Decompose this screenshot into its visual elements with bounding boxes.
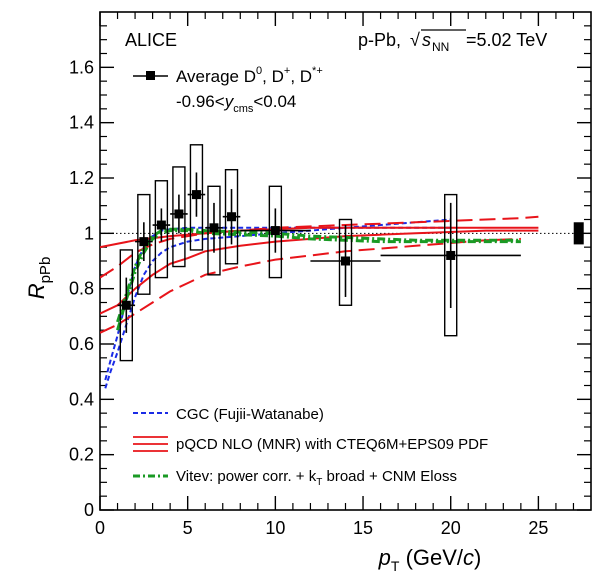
y-tick-label: 1.2 (69, 168, 94, 188)
y-tick-label: 1.4 (69, 113, 94, 133)
model-curve-2-1 (116, 227, 521, 323)
data-point-9 (446, 250, 456, 260)
data-point-8 (341, 256, 350, 266)
model-curve-1-2 (100, 226, 539, 249)
x-tick-label: 0 (95, 518, 105, 538)
syst-box-2 (154, 180, 169, 279)
syst-box-9 (444, 193, 458, 337)
normalization-uncertainty-box (573, 222, 584, 245)
svg-text:Average D0, D+, D*+: Average D0, D+, D*+ (176, 65, 323, 86)
y-tick-label: 0.6 (69, 334, 94, 354)
x-tick-label: 5 (183, 518, 193, 538)
axis-ticks (99, 12, 591, 511)
data-point-6 (227, 212, 237, 222)
x-axis-label: pT (GeV/c) (378, 545, 482, 574)
y-tick-label: 1.6 (69, 57, 94, 77)
svg-text:Vitev: power corr. + kT broad: Vitev: power corr. + kT broad + CNM Elos… (176, 468, 457, 488)
data-point-1 (139, 237, 149, 247)
syst-box-3 (172, 166, 186, 268)
svg-text:NN: NN (432, 40, 449, 54)
data-point-7 (270, 226, 280, 236)
y-tick-label: 0.4 (69, 389, 94, 409)
data-point-4 (191, 190, 201, 200)
svg-text:=5.02 TeV: =5.02 TeV (466, 30, 547, 50)
data-legend: Average D0, D+, D*+ -0.96<ycms<0.04 (133, 65, 323, 115)
y-tick-label: 1 (84, 223, 94, 243)
svg-text:√: √ (410, 30, 420, 50)
y-tick-label: 0.2 (69, 445, 94, 465)
x-tick-label: 10 (265, 518, 285, 538)
syst-box-7 (268, 185, 283, 279)
y-axis-label: RpPb (24, 257, 54, 300)
collision-system-label: p-Pb, √ s NN =5.02 TeV (358, 29, 547, 54)
svg-text:-0.96<ycms<0.04: -0.96<ycms<0.04 (176, 92, 296, 115)
legend-entry-pqcd: pQCD NLO (MNR) with CTEQ6M+EPS09 PDF (133, 436, 488, 453)
svg-text:p-Pb,: p-Pb, (358, 30, 401, 50)
svg-text:s: s (422, 30, 431, 50)
legend-entry-cgc: CGC (Fujii-Watanabe) (133, 406, 324, 423)
legend-entry-vitev: Vitev: power corr. + kT broad + CNM Elos… (133, 468, 457, 488)
systematic-boxes (119, 144, 458, 362)
model-curve-1-0 (100, 237, 521, 334)
syst-box-5 (207, 185, 221, 276)
data-point-3 (174, 209, 184, 219)
svg-text:pQCD NLO (MNR) with CTEQ6M+EPS: pQCD NLO (MNR) with CTEQ6M+EPS09 PDF (176, 436, 488, 453)
model-legend: CGC (Fujii-Watanabe) pQCD NLO (MNR) with… (133, 406, 488, 488)
x-tick-label: 15 (353, 518, 373, 538)
data-point-0 (121, 300, 131, 310)
syst-box-8 (338, 218, 353, 306)
y-tick-label: 0 (84, 500, 94, 520)
syst-box-4 (189, 144, 204, 251)
model-curve-0-0 (104, 218, 451, 389)
svg-text:CGC (Fujii-Watanabe): CGC (Fujii-Watanabe) (176, 406, 324, 423)
syst-box-1 (137, 193, 151, 295)
data-points (117, 172, 521, 333)
data-point-5 (209, 223, 219, 233)
experiment-label: ALICE (125, 30, 177, 50)
y-tick-label: 0.8 (69, 279, 94, 299)
data-point-2 (156, 220, 166, 230)
model-curve-0-1 (104, 226, 451, 381)
axis-tick-labels: 0 5 10 15 20 25 0 0.2 0.4 0.6 0.8 1 1.2 1.4 1.6 (69, 57, 548, 538)
x-tick-label: 25 (528, 518, 548, 538)
model-curves (100, 215, 539, 389)
model-curve-2-0 (116, 229, 521, 331)
x-tick-label: 20 (441, 518, 461, 538)
